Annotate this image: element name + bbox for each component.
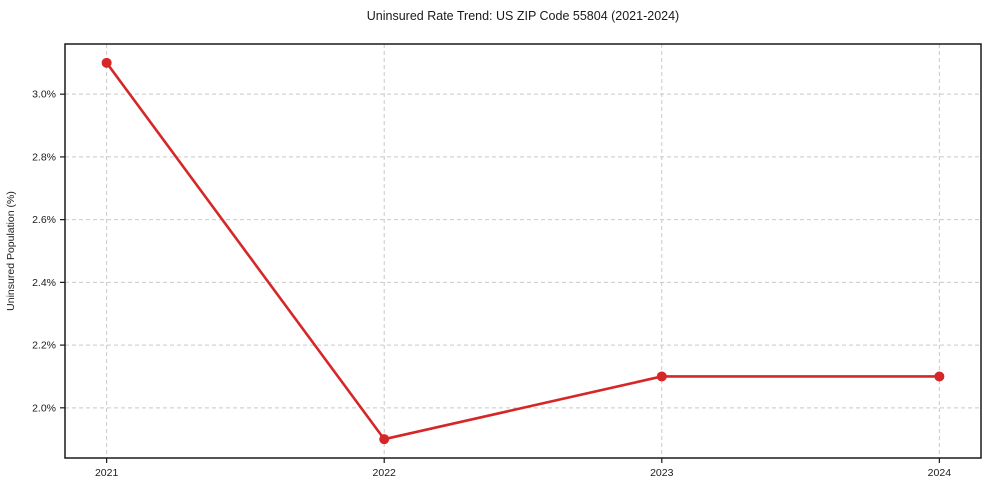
- trend-line: [105, 61, 941, 441]
- chart-title: Uninsured Rate Trend: US ZIP Code 55804 …: [367, 9, 679, 23]
- plot-frame: [64, 43, 982, 459]
- data-point: [656, 371, 667, 382]
- data-point: [934, 371, 945, 382]
- y-tick-label: 2.2%: [32, 340, 56, 352]
- data-point: [379, 434, 390, 445]
- y-tick-label: 2.0%: [32, 402, 56, 414]
- plot-area: 2021 2022 2023 2024 2.0% 2.2% 2.4% 2.6% 2.8% 3.0%: [32, 43, 982, 479]
- y-tick-label: 3.0%: [32, 89, 56, 101]
- x-tick-label: 2024: [928, 467, 952, 479]
- y-tick-label: 2.4%: [32, 277, 56, 289]
- y-tick-label: 2.6%: [32, 214, 56, 226]
- x-tick-label: 2023: [650, 467, 674, 479]
- y-axis-label: Uninsured Population (%): [5, 191, 17, 311]
- x-tick-label: 2022: [373, 467, 397, 479]
- x-tick-label: 2021: [95, 467, 119, 479]
- y-tick-label: 2.8%: [32, 151, 56, 163]
- data-point: [101, 57, 112, 68]
